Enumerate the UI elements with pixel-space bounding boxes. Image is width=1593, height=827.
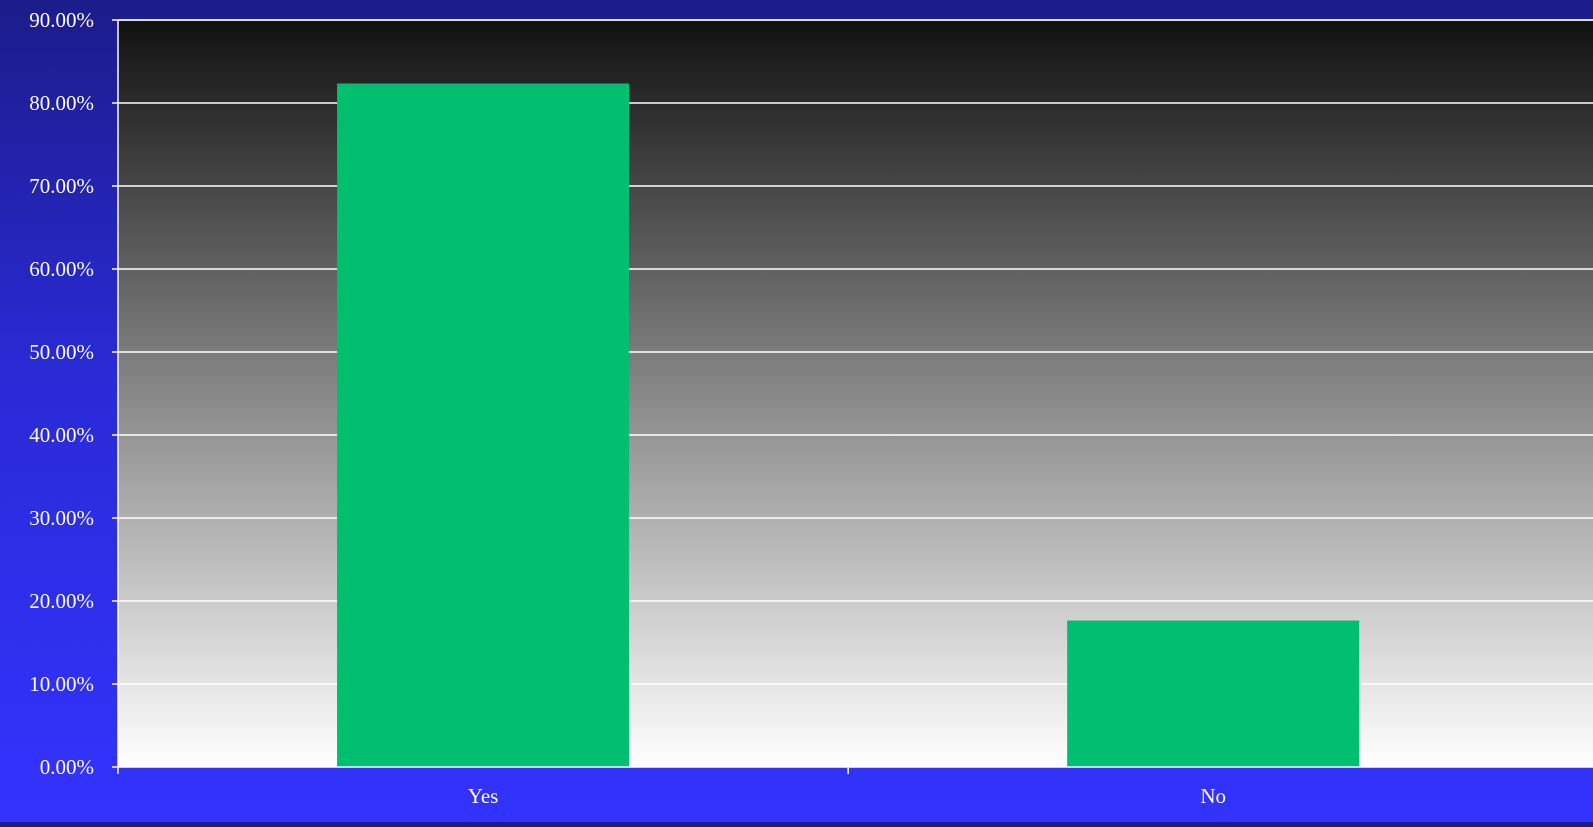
y-tick-label: 30.00% (29, 506, 94, 530)
x-tick-labels: Yes No (468, 784, 1226, 808)
axes (112, 19, 1593, 774)
y-tick-label: 70.00% (29, 174, 94, 198)
bar-no (1067, 620, 1360, 767)
y-tick-label: 60.00% (29, 257, 94, 281)
y-tick-label: 50.00% (29, 340, 94, 364)
y-tick-label: 0.00% (40, 755, 94, 779)
bars (337, 83, 1360, 768)
y-tick-label: 90.00% (29, 8, 94, 32)
y-tick-label: 40.00% (29, 423, 94, 447)
y-tick-labels: 0.00% 10.00% 20.00% 30.00% 40.00% 50.00% 60.00… (29, 8, 94, 779)
x-tick-label: Yes (468, 784, 499, 808)
y-tick-label: 10.00% (29, 672, 94, 696)
x-tick-label: No (1200, 784, 1226, 808)
bar-yes (337, 83, 630, 768)
y-tick-label: 80.00% (29, 91, 94, 115)
y-tick-label: 20.00% (29, 589, 94, 613)
